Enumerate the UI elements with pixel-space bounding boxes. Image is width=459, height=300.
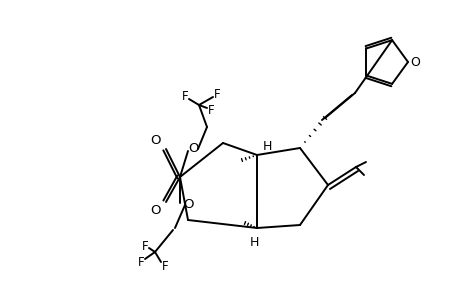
Text: O: O: [151, 203, 161, 217]
Text: O: O: [151, 134, 161, 148]
Text: H: H: [262, 140, 271, 154]
Text: F: F: [181, 91, 188, 103]
Text: F: F: [137, 256, 144, 268]
Text: F: F: [161, 260, 168, 272]
Text: H: H: [249, 236, 258, 248]
Text: O: O: [409, 56, 419, 68]
Text: F: F: [213, 88, 220, 101]
Text: F: F: [207, 103, 214, 116]
Text: O: O: [188, 142, 199, 155]
Text: F: F: [141, 239, 148, 253]
Text: O: O: [183, 199, 194, 212]
